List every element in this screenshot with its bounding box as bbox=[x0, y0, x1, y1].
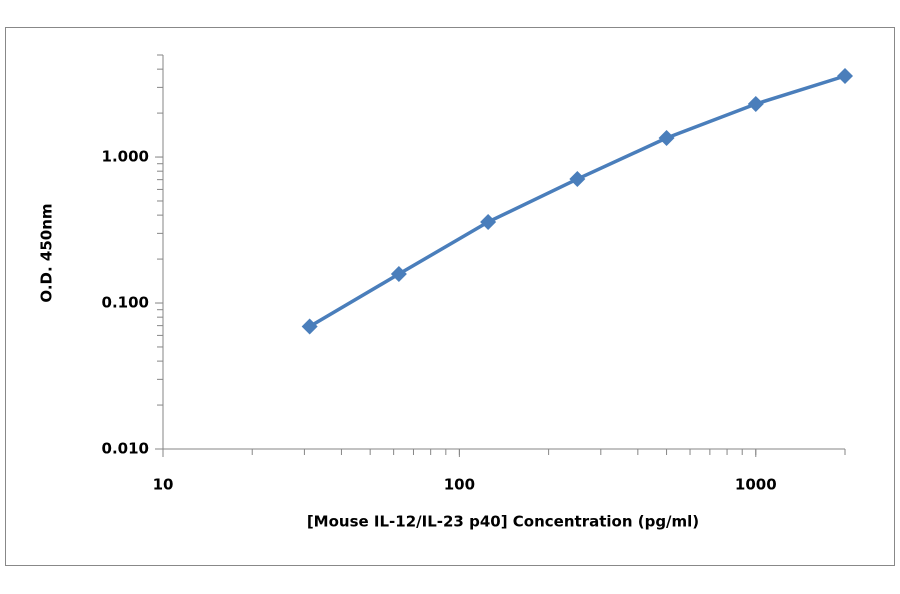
y-tick-label: 0.100 bbox=[102, 294, 149, 312]
data-point bbox=[747, 95, 764, 112]
y-tick-label: 1.000 bbox=[102, 148, 149, 166]
y-axis-title: O.D. 450nm bbox=[38, 203, 56, 302]
data-point bbox=[658, 130, 675, 147]
data-point bbox=[569, 171, 586, 188]
x-axis-title: [Mouse IL-12/IL-23 p40] Concentration (p… bbox=[307, 513, 699, 531]
x-tick-label: 10 bbox=[153, 476, 174, 494]
chart-frame bbox=[5, 27, 895, 566]
x-tick-label: 1000 bbox=[735, 476, 777, 494]
data-point bbox=[390, 266, 407, 283]
data-point bbox=[480, 213, 497, 230]
data-point bbox=[837, 68, 853, 85]
y-tick-label: 0.010 bbox=[102, 440, 149, 458]
data-point bbox=[301, 318, 318, 335]
x-tick-label: 100 bbox=[444, 476, 475, 494]
